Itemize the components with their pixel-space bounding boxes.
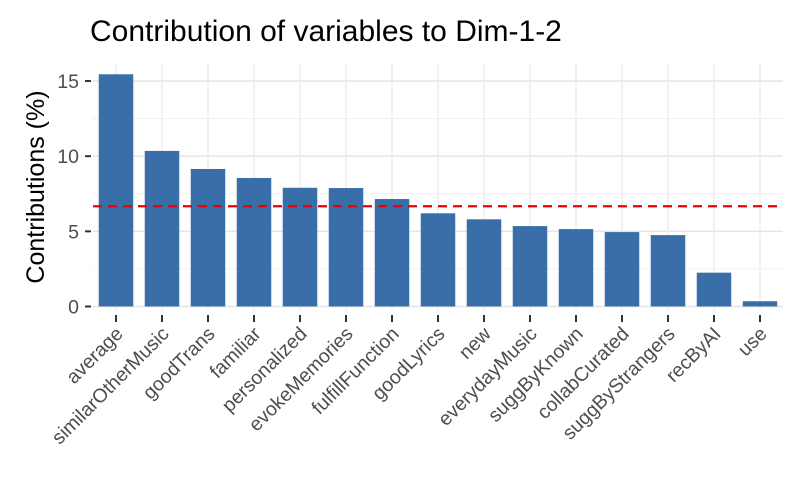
bar-goodTrans — [190, 168, 226, 307]
bar-similarOtherMusic — [144, 150, 180, 307]
bar-fulfillFunction — [374, 199, 410, 307]
bar-use — [742, 301, 778, 307]
chart-title: Contribution of variables to Dim-1-2 — [90, 15, 562, 48]
bar-familiar — [236, 177, 272, 307]
y-tick-label: 15 — [57, 71, 79, 93]
y-tick-label: 5 — [68, 221, 79, 243]
y-tick-label: 10 — [57, 146, 79, 168]
y-tick-label: 0 — [68, 296, 79, 318]
bar-average — [98, 74, 134, 307]
x-tick-label: use — [734, 323, 772, 361]
bars — [98, 74, 778, 307]
y-axis-title: Contributions (%) — [22, 90, 50, 283]
bar-new — [466, 219, 502, 307]
x-axis: averagesimilarOtherMusicgoodTransfamilia… — [48, 315, 772, 449]
bar-everydayMusic — [512, 226, 548, 307]
bar-personalized — [282, 187, 318, 307]
bar-goodLyrics — [420, 213, 456, 307]
y-axis: 0 5 10 15 — [57, 71, 91, 318]
bar-evokeMemories — [328, 188, 364, 307]
bar-suggByStrangers — [650, 235, 686, 307]
bar-suggByKnown — [558, 229, 594, 307]
bar-collabCurated — [604, 232, 640, 307]
bar-recByAI — [696, 272, 732, 307]
x-tick-label: new — [455, 322, 497, 364]
